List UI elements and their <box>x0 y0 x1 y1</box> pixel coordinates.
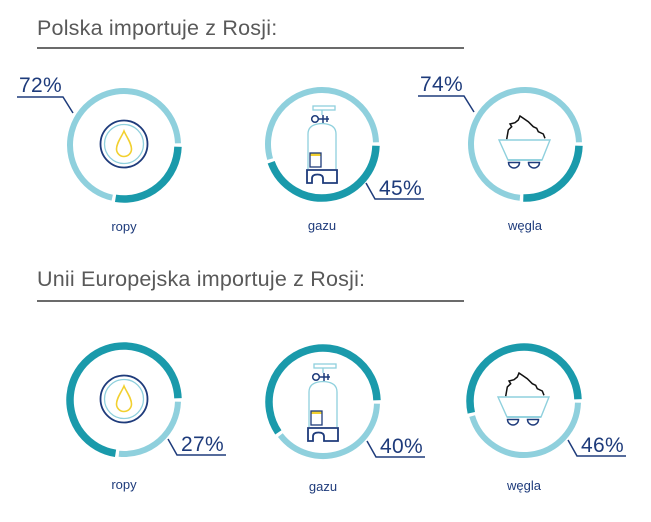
donut-chart <box>265 344 425 459</box>
donut-poland-oil: 72% ropy <box>17 65 224 250</box>
section-title-poland: Polska importuje z Rosji: <box>37 16 278 40</box>
percent-label: 27% <box>181 433 224 456</box>
donut-segment-dark <box>265 344 381 435</box>
donut-eu-oil: 27% ropy <box>24 320 226 505</box>
oil-drop-icon <box>99 119 149 169</box>
donut-segment-dark <box>523 145 583 202</box>
donut-chart <box>265 87 424 202</box>
percent-label: 45% <box>379 177 422 200</box>
leader-line <box>17 96 74 114</box>
donut-eu-coal: 46% węgla <box>424 321 626 506</box>
leader-line <box>365 182 424 200</box>
coal-cart-icon <box>497 372 550 426</box>
section-title-eu: Unii Europejska importuje z Rosji: <box>37 267 366 291</box>
section-divider <box>37 300 464 302</box>
donut-poland-coal: 74% węgla <box>418 64 625 249</box>
oil-drop-icon <box>99 374 149 424</box>
percent-label: 72% <box>19 74 62 97</box>
category-label: węgla <box>508 218 542 233</box>
leader-line <box>418 95 475 113</box>
donut-chart <box>418 87 583 202</box>
leader-line <box>567 439 626 457</box>
percent-label: 46% <box>581 434 624 457</box>
coal-cart-icon <box>498 115 551 169</box>
donut-chart <box>466 343 626 458</box>
category-label: gazu <box>307 218 337 233</box>
donut-segment-light <box>67 88 181 201</box>
donut-segment-dark <box>466 343 582 414</box>
gas-cylinder-icon <box>307 363 339 442</box>
gas-cylinder-icon <box>306 105 338 184</box>
donut-poland-gas: 45% gazu <box>222 64 424 249</box>
category-label: węgla <box>507 478 541 493</box>
donut-chart <box>66 342 226 458</box>
donut-chart <box>17 88 182 203</box>
donut-segment-light <box>469 402 581 458</box>
donut-segment-dark <box>114 146 182 203</box>
leader-line <box>167 438 226 456</box>
donut-segment-light <box>118 401 181 457</box>
leader-line <box>366 440 425 458</box>
donut-segment-light <box>265 87 379 160</box>
category-label: gazu <box>308 479 338 494</box>
donut-segment-light <box>277 403 380 459</box>
category-label: ropy <box>111 477 137 492</box>
donut-segment-light <box>468 87 582 201</box>
percent-label: 40% <box>380 435 423 458</box>
donut-segment-dark <box>267 145 380 202</box>
percent-label: 74% <box>420 73 463 96</box>
section-divider <box>37 47 464 49</box>
donut-segment-dark <box>66 342 182 458</box>
category-label: ropy <box>111 219 137 234</box>
donut-eu-gas: 40% gazu <box>223 322 425 507</box>
